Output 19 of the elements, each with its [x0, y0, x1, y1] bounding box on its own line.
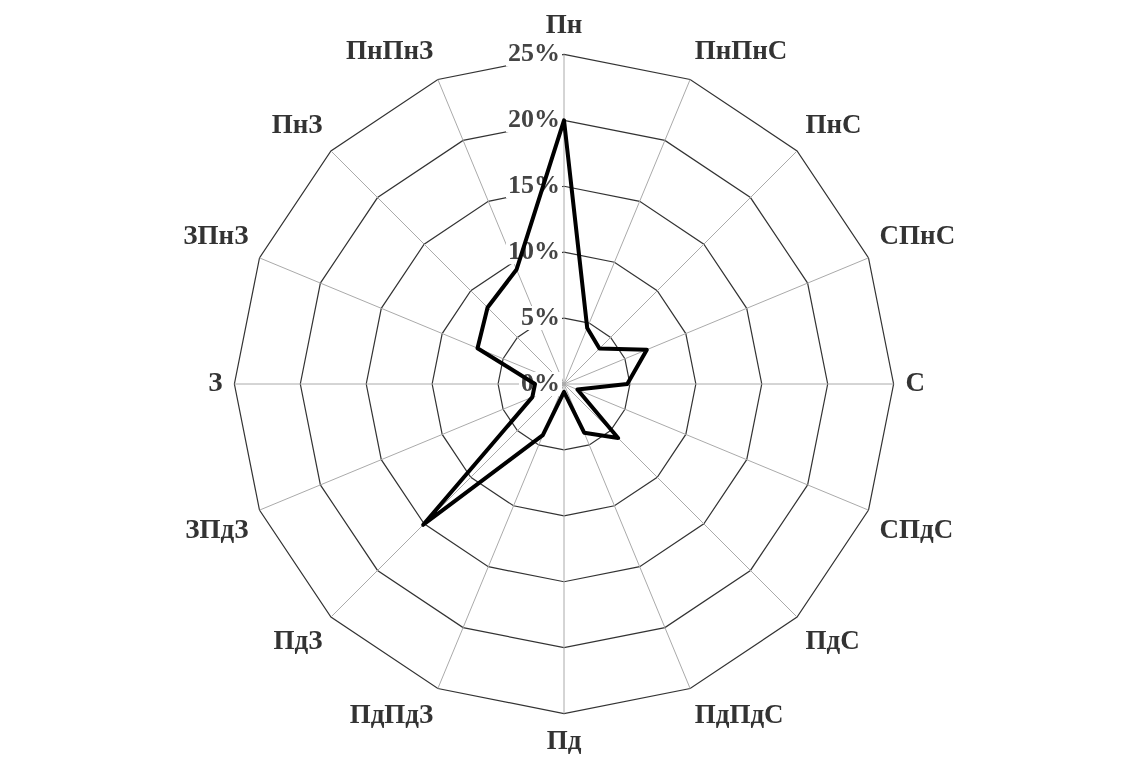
spoke-label: ПнПнС — [694, 35, 788, 66]
spoke-label: З — [208, 366, 223, 397]
y-tick-label: 25% — [508, 38, 560, 68]
spoke-label: СПдС — [879, 513, 954, 544]
spoke-label: ПнЗ — [271, 109, 323, 140]
spoke-label: ПдПдС — [694, 698, 784, 729]
spoke-label: ПнС — [805, 109, 862, 140]
spoke-label: Пн — [545, 9, 583, 40]
spoke-label: Пд — [546, 724, 582, 755]
spoke-label: ПдПдЗ — [349, 698, 434, 729]
y-tick-label: 20% — [508, 104, 560, 134]
spoke-label: С — [905, 366, 926, 397]
spoke-label: СПнС — [879, 220, 956, 251]
spoke-label: ПнПнЗ — [345, 35, 434, 66]
spoke-label: ПдЗ — [273, 624, 323, 655]
y-tick-label: 5% — [521, 301, 560, 331]
spoke-label: ЗПнЗ — [183, 220, 249, 251]
spoke-label: ПдС — [805, 624, 860, 655]
spoke-label: ЗПдЗ — [185, 513, 249, 544]
